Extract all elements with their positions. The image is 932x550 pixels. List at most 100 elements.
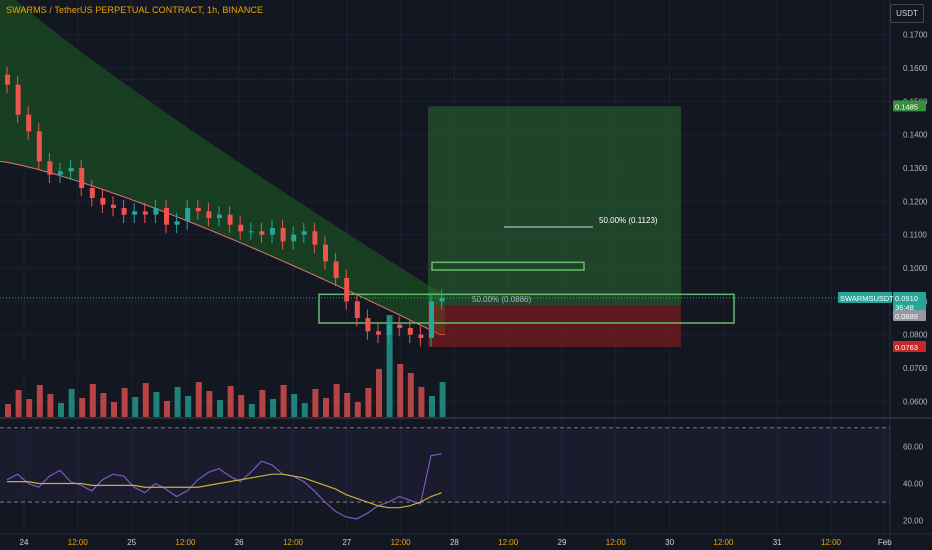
volume-bar (376, 369, 382, 418)
volume-bar (301, 403, 308, 418)
chart-title: SWARMS / TetherUS PERPETUAL CONTRACT, 1h… (6, 5, 264, 15)
x-tick-label: 26 (235, 538, 244, 547)
candle (195, 208, 201, 212)
y-tick-label: 0.1400 (903, 131, 928, 140)
volume-bar (132, 397, 139, 418)
profit-zone (428, 106, 681, 305)
x-tick-label: 25 (127, 538, 136, 547)
x-tick-label: 12:00 (391, 538, 412, 547)
y-tick-label: 0.1000 (903, 264, 928, 273)
volume-bar (439, 382, 446, 418)
price-badge-label: 0.0763 (895, 343, 918, 352)
volume-bar (164, 401, 170, 418)
candle (418, 334, 424, 338)
volume-bar (238, 395, 245, 418)
y-tick-label: 0.0800 (903, 331, 928, 340)
candle (333, 261, 339, 278)
candle (111, 204, 116, 208)
volume-bar (270, 399, 276, 418)
price-badge-stop (893, 341, 926, 352)
volume-bar (407, 373, 414, 418)
candle (206, 211, 212, 218)
descending-channel (0, 0, 445, 335)
y-tick-label: 0.1300 (903, 164, 928, 173)
rsi-band (0, 427, 890, 503)
x-tick-label: 12:00 (821, 538, 842, 547)
price-badge-target (893, 100, 926, 112)
volume-bar (248, 404, 255, 418)
x-tick-label: 30 (665, 538, 674, 547)
rsi-tick-label: 20.00 (903, 517, 924, 526)
rsi-ma-line (7, 473, 442, 509)
candle (153, 208, 159, 215)
volume-bar (280, 385, 287, 418)
candle (344, 278, 350, 302)
volume-bar (79, 398, 86, 418)
x-tick-label: 24 (20, 538, 29, 547)
volume-bar (58, 403, 64, 418)
price-badge-symbol (838, 292, 892, 303)
channel-lower-edge (0, 160, 445, 336)
price-badge-label: 0.0910 (895, 294, 918, 303)
volume-bar (227, 386, 234, 418)
x-tick-label: 12:00 (175, 538, 196, 547)
currency-selector[interactable]: USDT (890, 4, 924, 23)
volume-bar (397, 364, 404, 418)
candle (5, 74, 10, 85)
x-tick-label: 29 (558, 538, 567, 547)
volume-bar (354, 402, 361, 418)
volume-bar (323, 398, 329, 418)
y-tick-label: 0.1200 (903, 197, 928, 206)
volume-bar (259, 390, 266, 418)
price-badge-countdown (893, 301, 926, 312)
fib-label-upper: 50.00% (0.1123) (599, 216, 658, 225)
candle (365, 318, 371, 332)
candle (397, 324, 403, 328)
candle (323, 244, 328, 262)
candle (47, 161, 53, 175)
candle (407, 328, 413, 335)
fib-label-lower: 50.00% (0.0886) (472, 295, 531, 304)
y-tick-label: 0.1700 (903, 31, 928, 40)
volume-bar (195, 382, 202, 418)
candle (312, 231, 318, 245)
candle (26, 114, 32, 132)
candle (429, 301, 434, 338)
candle (185, 208, 191, 222)
candle (301, 231, 307, 235)
volume-bar (429, 396, 435, 418)
candle (354, 301, 360, 318)
volume-bar (153, 392, 160, 418)
candle (121, 208, 127, 215)
volume-bar (365, 388, 372, 418)
candle (270, 228, 275, 235)
y-tick-label: 0.1100 (903, 231, 927, 240)
candle (174, 221, 180, 225)
rsi-line (6, 453, 442, 520)
rsi-tick-label: 40.00 (903, 480, 924, 489)
candle (248, 231, 254, 233)
x-tick-label: 28 (450, 538, 459, 547)
price-badge-last (893, 292, 926, 303)
x-tick-label: 12:00 (68, 538, 89, 547)
volume-bar (26, 399, 33, 418)
candle (100, 198, 106, 205)
volume-bar (185, 396, 192, 418)
price-badge-label: SWARMSUSDT.P (840, 294, 900, 303)
volume-bar (217, 400, 223, 418)
candle (227, 214, 233, 225)
candle (15, 84, 21, 115)
x-tick-label: 12:00 (713, 538, 734, 547)
volume-bar (68, 389, 75, 418)
volume-bar (418, 387, 425, 418)
y-tick-label: 0.1600 (903, 64, 928, 73)
candle (142, 211, 148, 215)
x-tick-label: 27 (342, 538, 351, 547)
x-tick-label: 31 (773, 538, 782, 547)
x-tick-label: 12:00 (606, 538, 627, 547)
volume-bar (142, 383, 149, 418)
candle (376, 331, 381, 335)
candle (217, 214, 222, 218)
support-box (318, 293, 735, 324)
